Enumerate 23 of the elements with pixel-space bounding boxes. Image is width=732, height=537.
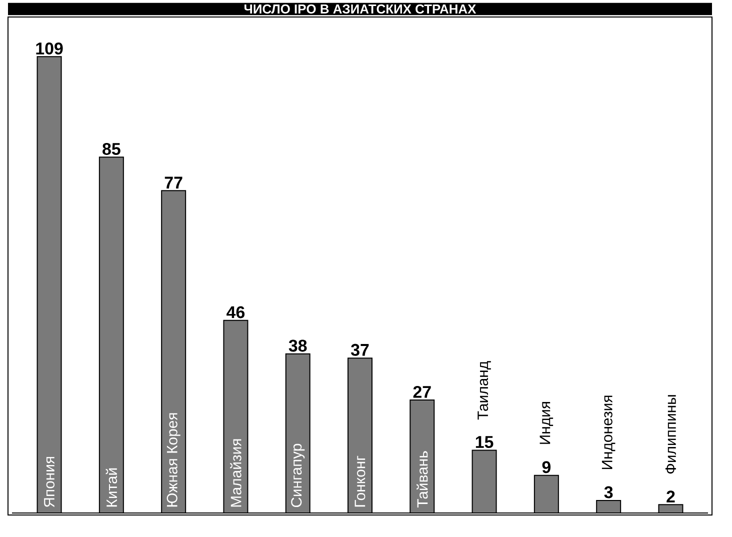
x-tick-label: Гонконг (354, 456, 366, 507)
data-label: 77 (164, 176, 182, 188)
data-label: 85 (102, 142, 120, 155)
data-label: 3 (604, 486, 613, 498)
x-tick-label: Индонезия (602, 396, 616, 470)
chart-title: ЧИСЛО IPO В АЗИАТСКИХ СТРАНАХ (244, 4, 476, 14)
x-tick-label: Филиппины (665, 395, 676, 474)
x-tick-label: Тайвань (416, 451, 428, 508)
data-label: 38 (288, 340, 307, 352)
x-tick-label: Китай (106, 468, 118, 507)
x-tick-label: Сингапур (291, 444, 305, 508)
data-label: 2 (666, 490, 675, 502)
x-tick-label: Южная Корея (166, 413, 180, 507)
x-tick-label: Япония (44, 456, 54, 508)
data-label: 109 (36, 42, 63, 54)
data-label: 15 (476, 436, 494, 448)
x-tick-label: Индия (540, 402, 554, 444)
data-label: 37 (350, 344, 369, 356)
data-label: 9 (542, 461, 551, 474)
x-tick-label: Таиланд (478, 361, 491, 420)
data-label: 27 (413, 386, 431, 398)
x-tick-label: Малайзия (230, 439, 242, 507)
data-label: 46 (226, 306, 245, 318)
